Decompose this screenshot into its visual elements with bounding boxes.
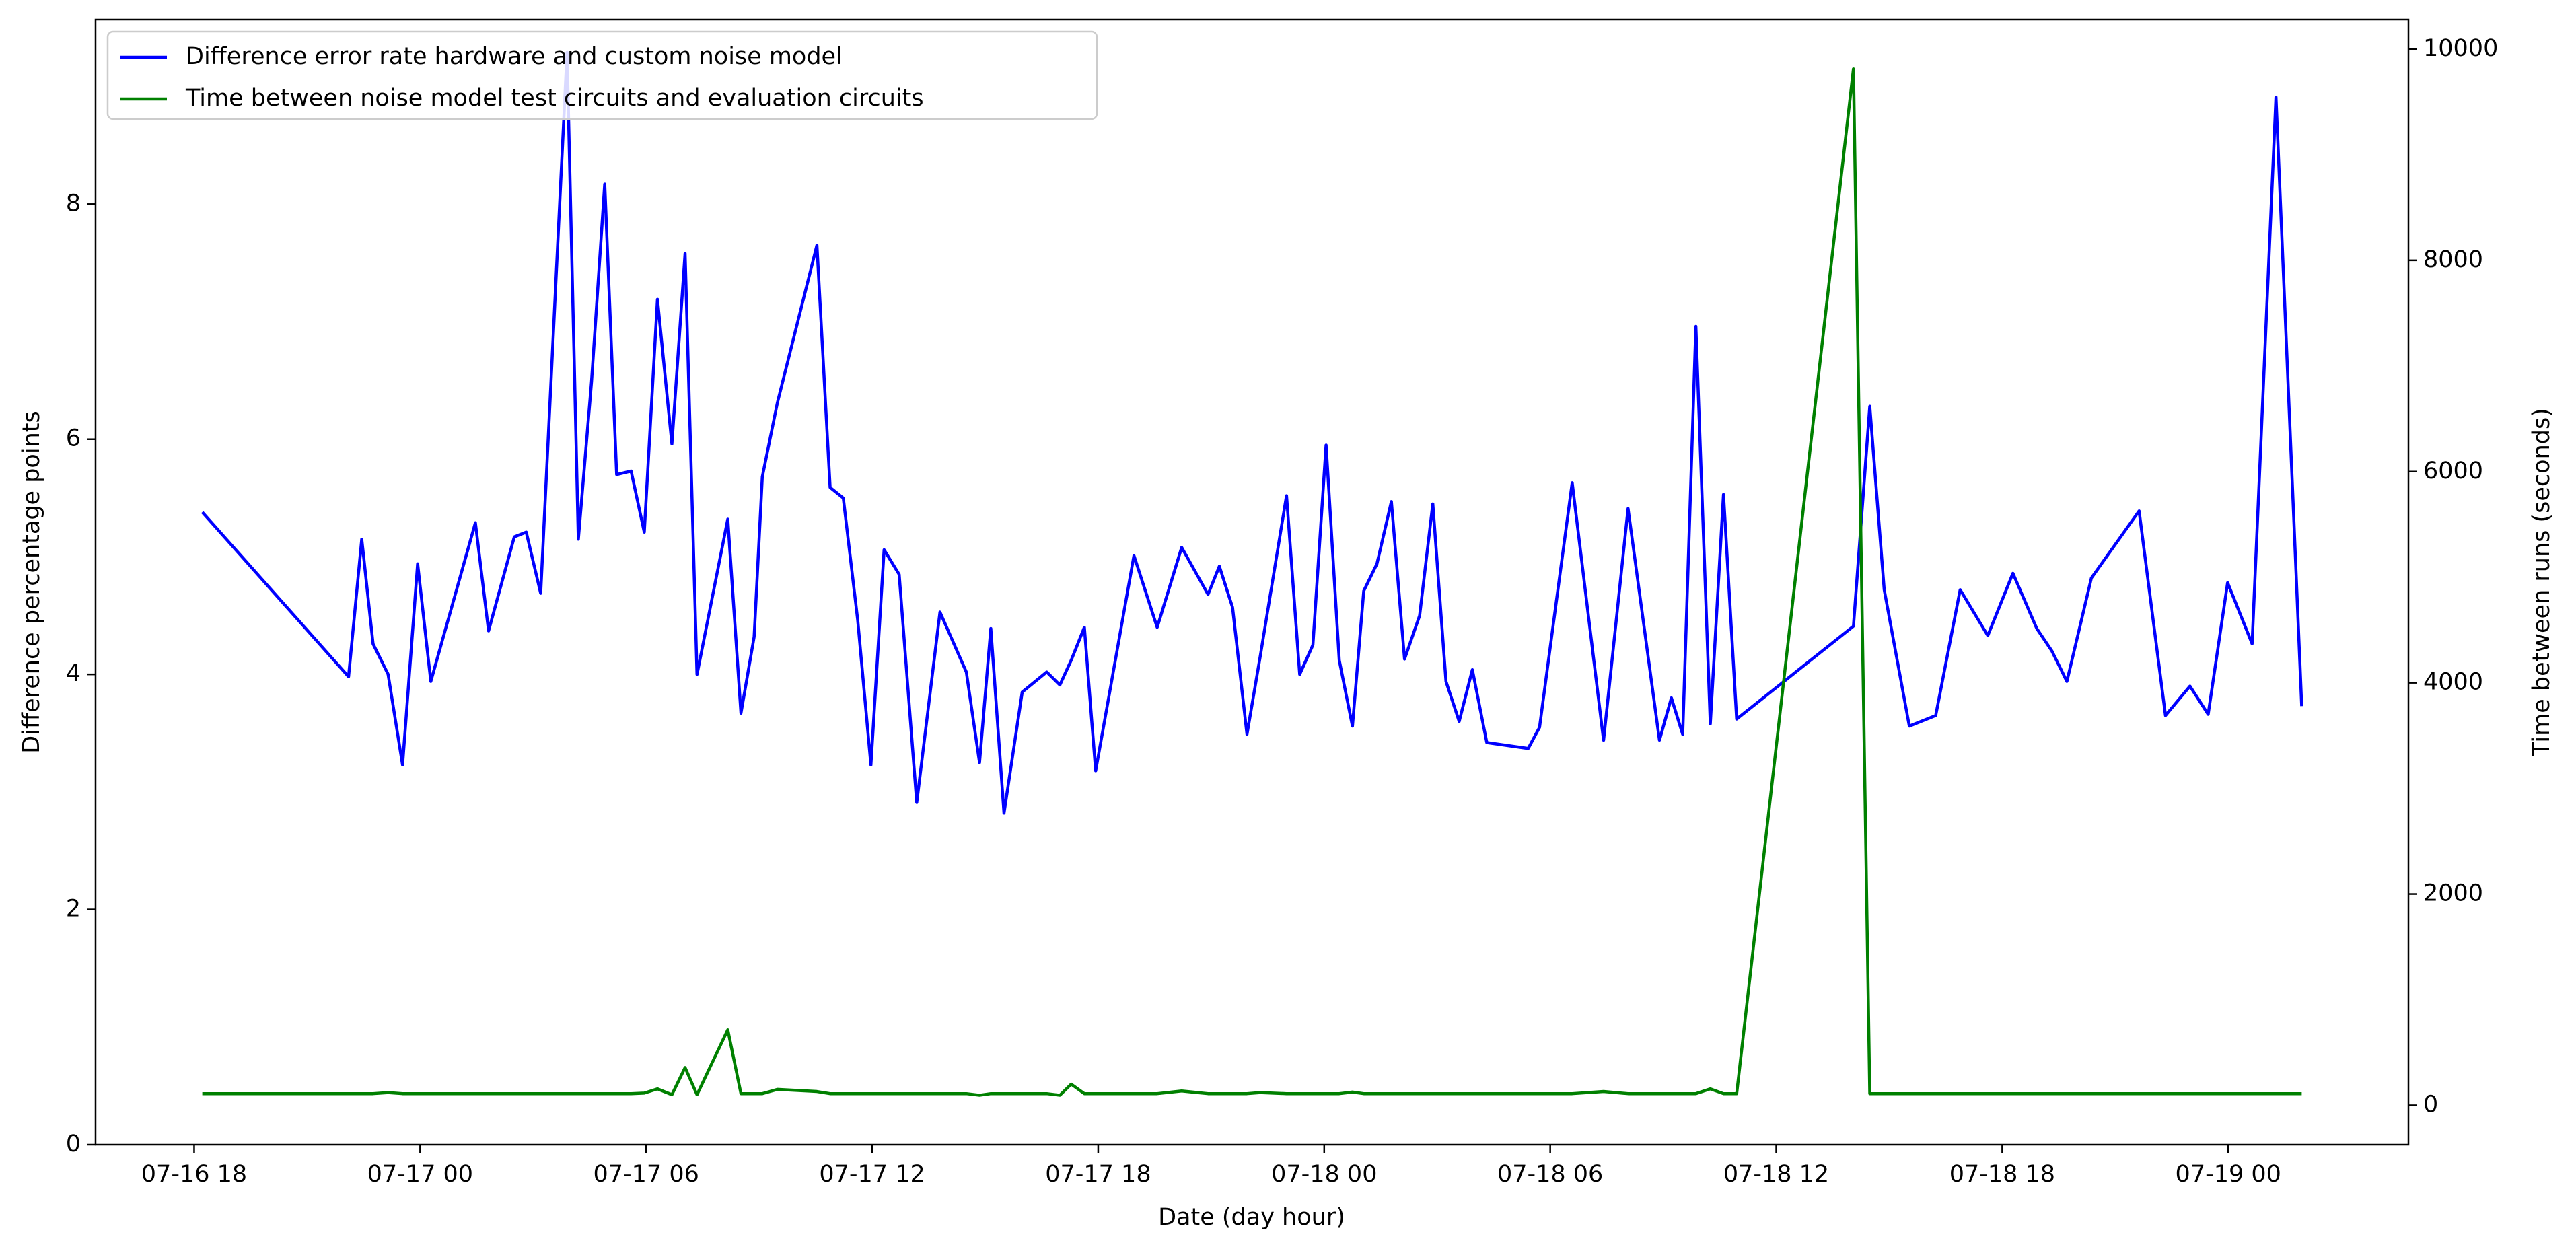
data-line xyxy=(202,67,2302,1097)
y2-tick-label: 0 xyxy=(2423,1091,2438,1118)
legend-label: Time between noise model test circuits a… xyxy=(185,85,924,112)
y2-tick-label: 6000 xyxy=(2423,458,2483,485)
x-tick-label: 07-18 06 xyxy=(1497,1161,1603,1188)
y-tick-label: 6 xyxy=(66,425,81,452)
y2-tick-label: 2000 xyxy=(2423,880,2483,907)
plot-frame xyxy=(94,18,2410,1146)
x-tick-label: 07-17 00 xyxy=(367,1161,473,1188)
x-tick-label: 07-17 18 xyxy=(1045,1161,1151,1188)
y-tick-label: 0 xyxy=(66,1131,81,1157)
x-tick-label: 07-18 00 xyxy=(1271,1161,1377,1188)
legend: Difference error rate hardware and custo… xyxy=(106,30,1098,120)
x-axis-label: Date (day hour) xyxy=(1158,1204,1345,1231)
x-tick-label: 07-19 00 xyxy=(2176,1161,2281,1188)
x-tick-label: 07-16 18 xyxy=(141,1161,247,1188)
y2-tick-label: 8000 xyxy=(2423,246,2483,273)
legend-label: Difference error rate hardware and custo… xyxy=(186,43,843,70)
y-axis-label: Difference percentage points xyxy=(18,410,45,753)
x-tick-label: 07-18 18 xyxy=(1949,1161,2055,1188)
y-tick-label: 4 xyxy=(66,660,81,687)
x-tick-label: 07-17 12 xyxy=(819,1161,925,1188)
x-tick-label: 07-17 06 xyxy=(594,1161,699,1188)
y2-axis-label: Time between runs (seconds) xyxy=(2528,408,2555,757)
y2-tick-label: 10000 xyxy=(2423,35,2498,62)
y-tick-label: 8 xyxy=(66,190,81,217)
legend-box xyxy=(106,30,1098,120)
y-tick-label: 2 xyxy=(66,896,81,923)
data-line xyxy=(201,50,2303,815)
y2-tick-label: 4000 xyxy=(2423,669,2483,696)
x-tick-label: 07-18 12 xyxy=(1723,1161,1829,1188)
